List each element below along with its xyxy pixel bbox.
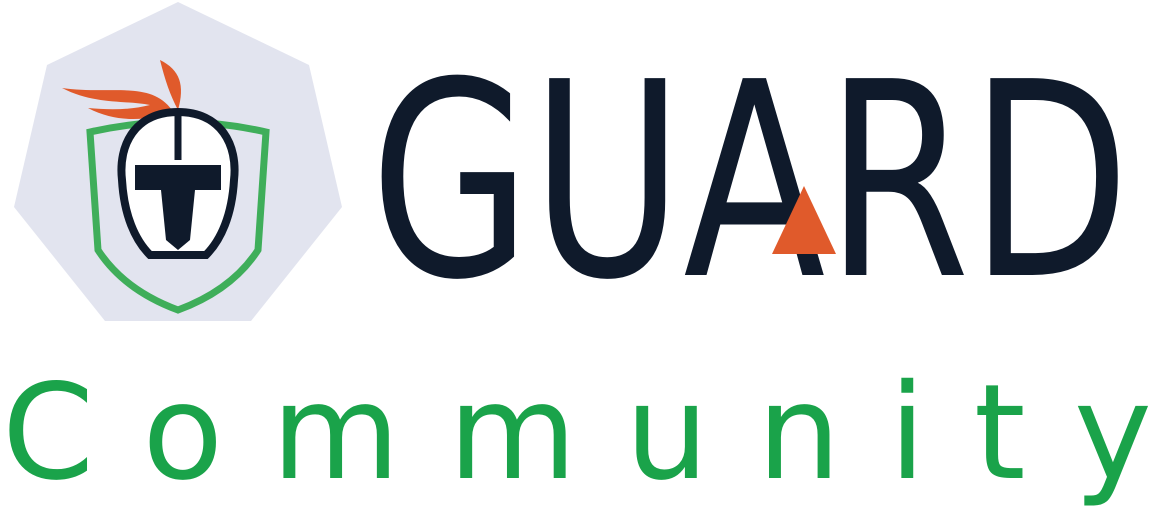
plume <box>62 88 172 119</box>
subtitle: Community <box>2 356 1152 510</box>
plume-tip <box>160 60 181 110</box>
a-triangle-accent <box>772 186 836 254</box>
helmet-visor <box>135 165 221 250</box>
wordmark: GUARD <box>370 24 1130 339</box>
